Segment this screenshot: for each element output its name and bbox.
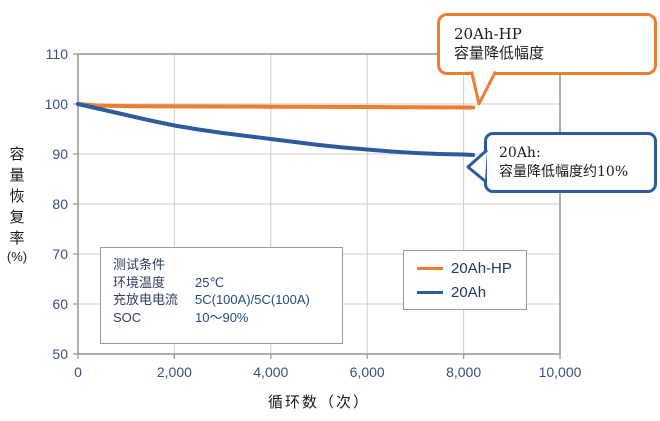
legend-item-20ah: 20Ah <box>417 284 526 301</box>
callout-20ah-hp: 20Ah-HP 容量降低幅度 <box>437 13 657 75</box>
condition-label: 环境温度 <box>113 274 166 290</box>
x-tick-label: 8,000 <box>446 364 482 380</box>
x-tick-label: 4,000 <box>253 364 289 380</box>
legend-label: 20Ah-HP <box>451 259 512 277</box>
x-tick-label: 10,000 <box>538 364 582 380</box>
chart-legend: 20Ah-HP 20Ah <box>403 250 527 310</box>
y-tick-label: 110 <box>45 46 68 62</box>
y-tick-label: 70 <box>52 246 68 262</box>
legend-line-swatch-orange <box>417 266 443 270</box>
condition-value: 5C(100A)/5C(100A) <box>195 292 310 307</box>
condition-row-current: 充放电电流 5C(100A)/5C(100A) <box>113 291 336 309</box>
condition-row-soc: SOC 10～90% <box>113 309 336 327</box>
conditions-title: 测试条件 <box>113 257 166 272</box>
y-axis-title: 容量恢复率 <box>9 145 25 247</box>
x-tick-label: 0 <box>74 364 82 380</box>
callout-20ah: 20Ah: 容量降低幅度约10% <box>484 132 657 193</box>
callout-text: 容量降低幅度 <box>454 44 545 62</box>
condition-row-temperature: 环境温度 25℃ <box>113 274 336 292</box>
y-tick-label: 60 <box>52 296 68 312</box>
test-conditions-box: 测试条件 环境温度 25℃ 充放电电流 5C(100A)/5C(100A) SO… <box>100 247 343 344</box>
y-tick-label: 50 <box>52 346 68 362</box>
y-axis-unit: (%) <box>6 249 28 264</box>
y-tick-label: 100 <box>44 96 68 112</box>
legend-item-20ah-hp: 20Ah-HP <box>417 260 526 277</box>
x-tick-label: 2,000 <box>156 364 192 380</box>
y-tick-label: 90 <box>52 146 68 162</box>
callout-tail-orange <box>470 70 497 106</box>
legend-line-swatch-blue <box>417 290 443 294</box>
condition-value: 25℃ <box>195 274 225 290</box>
legend-label: 20Ah <box>451 283 487 301</box>
callout-text: 容量降低幅度约10% <box>499 164 629 180</box>
x-axis-title: 循环数（次） <box>267 393 370 411</box>
condition-value: 10～90% <box>195 309 249 325</box>
y-tick-label: 80 <box>52 196 68 212</box>
callout-text: 20Ah-HP <box>454 25 522 43</box>
condition-label: 充放电电流 <box>113 292 179 307</box>
callout-text: 20Ah: <box>499 145 541 161</box>
x-tick-label: 6,000 <box>349 364 385 380</box>
condition-label: SOC <box>113 309 142 325</box>
